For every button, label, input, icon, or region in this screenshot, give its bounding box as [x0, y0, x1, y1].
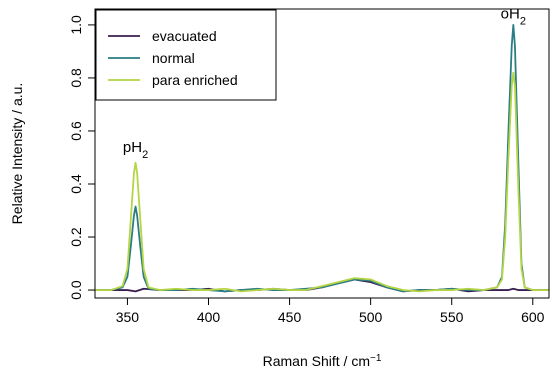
- peak-label-oh2: oH2: [501, 5, 526, 27]
- y-tick-label: 0.8: [68, 68, 84, 88]
- x-axis-title: Raman Shift / cm−1: [263, 353, 382, 370]
- x-axis-title-superscript: −1: [370, 353, 382, 364]
- peak-label-subscript: 2: [142, 149, 148, 161]
- y-tick-label: 0.4: [68, 174, 84, 194]
- peak-label-base: pH: [123, 139, 142, 156]
- legend-box: [95, 9, 277, 101]
- x-tick-label: 350: [116, 309, 140, 325]
- x-tick-label: 400: [197, 309, 221, 325]
- legend-label: para enriched: [152, 72, 238, 88]
- y-tick-label: 0.0: [68, 280, 84, 300]
- peak-label-base: oH: [501, 5, 520, 22]
- plot-series-group: [95, 24, 549, 293]
- series-line-para-enriched: [95, 71, 549, 293]
- x-tick-label: 550: [440, 309, 464, 325]
- peak-label-subscript: 2: [520, 15, 526, 27]
- x-tick-label: 600: [521, 309, 545, 325]
- plot-frame: [94, 8, 550, 299]
- x-axis-title-text: Raman Shift / cm: [263, 353, 370, 369]
- peak-label-ph2: pH2: [123, 139, 148, 161]
- legend: evacuated normal para enriched: [95, 9, 277, 101]
- legend-label: normal: [152, 50, 195, 66]
- x-tick-label: 500: [359, 309, 383, 325]
- y-tick-label: 1.0: [68, 15, 84, 35]
- y-axis: 0.0 0.2 0.4 0.6 0.8 1.0: [68, 15, 95, 300]
- y-axis-title: Relative Intensity / a.u.: [9, 83, 25, 225]
- series-line-normal: [95, 24, 549, 293]
- legend-label: evacuated: [152, 28, 217, 44]
- y-tick-label: 0.2: [68, 227, 84, 247]
- x-tick-label: 450: [278, 309, 302, 325]
- x-axis: 350 400 450 500 550 600: [116, 298, 545, 325]
- y-tick-label: 0.6: [68, 121, 84, 141]
